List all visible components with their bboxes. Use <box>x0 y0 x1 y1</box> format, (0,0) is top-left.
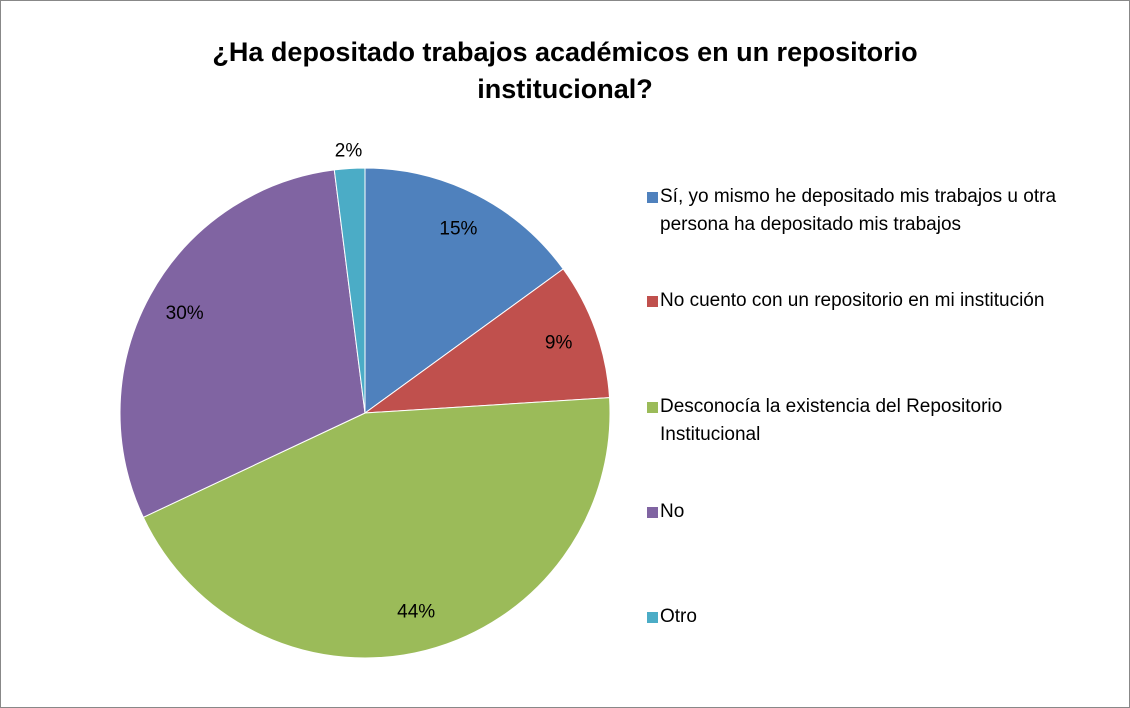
legend-label: No cuento con un repositorio en mi insti… <box>660 290 1045 311</box>
legend-swatch <box>647 402 658 413</box>
legend-swatch <box>647 296 658 307</box>
chart-title: ¿Ha depositado trabajos académicos en un… <box>212 37 918 104</box>
pie-slice <box>364 167 564 414</box>
legend-swatch <box>647 507 658 518</box>
pie-slice <box>363 268 611 414</box>
legend-label: Otro <box>660 606 697 627</box>
legend-label: No <box>660 501 685 522</box>
data-label: 30% <box>166 303 204 324</box>
legend-swatch <box>647 612 658 623</box>
data-label: 2% <box>335 140 363 161</box>
legend-label: Sí, yo mismo he depositado mis trabajos … <box>660 186 1057 235</box>
data-label: 44% <box>397 601 435 622</box>
pie-slice <box>119 169 366 518</box>
legend-label: Desconocía la existencia del Repositorio… <box>660 396 1003 445</box>
pie-slice <box>333 167 366 414</box>
legend-swatch <box>647 192 658 203</box>
data-label: 9% <box>545 332 573 353</box>
data-label: 15% <box>439 219 477 240</box>
